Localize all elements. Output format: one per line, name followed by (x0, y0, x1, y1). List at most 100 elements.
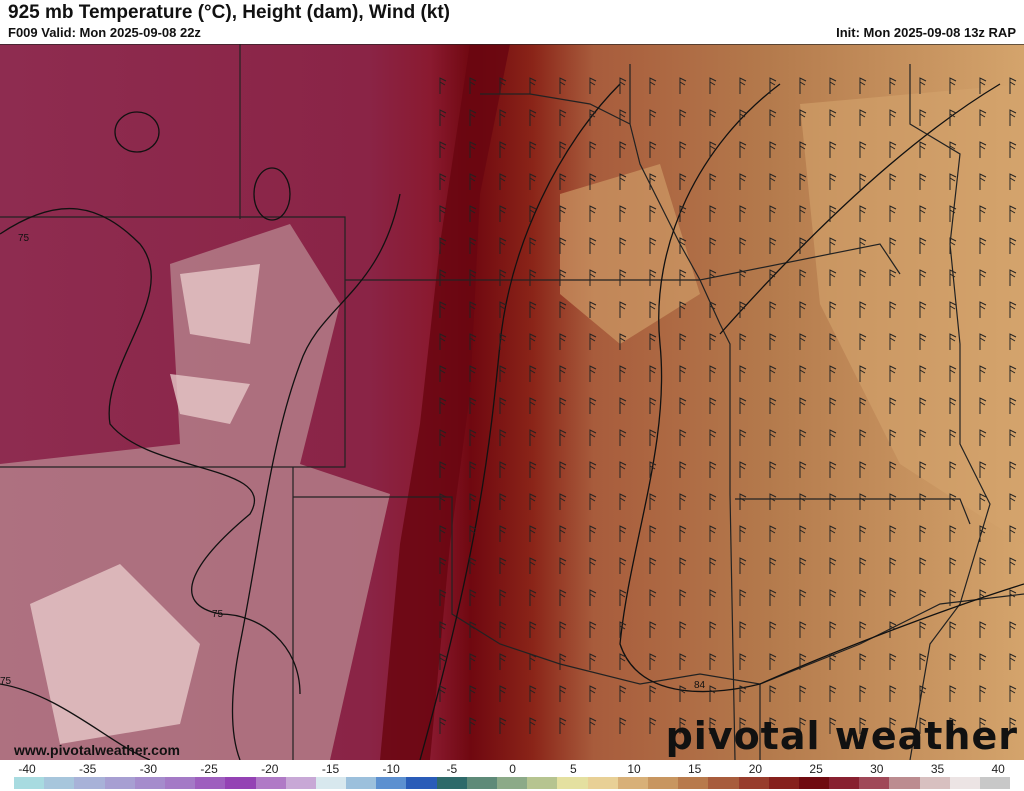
wind-barb (829, 141, 837, 158)
wind-barb (1009, 301, 1017, 318)
wind-barb (889, 653, 897, 670)
wind-barb (859, 173, 867, 190)
wind-barb (769, 653, 777, 670)
wind-barb (919, 141, 927, 158)
wind-barb (469, 685, 477, 702)
colorbar-swatch (919, 777, 950, 789)
wind-barb (709, 493, 717, 510)
wind-barb (919, 77, 927, 94)
wind-barb (589, 109, 597, 126)
wind-barb (949, 429, 957, 446)
wind-barb (949, 493, 957, 510)
wind-barb (889, 77, 897, 94)
wind-barb (649, 269, 657, 286)
wind-barb (919, 621, 927, 638)
colorbar-swatch (949, 777, 980, 789)
wind-barbs (439, 77, 1017, 734)
wind-barb (949, 717, 957, 734)
wind-barb (559, 205, 567, 222)
wind-barb (979, 109, 987, 126)
wind-barb (649, 493, 657, 510)
wind-barb (739, 237, 747, 254)
wind-barb (559, 621, 567, 638)
wind-barb (469, 333, 477, 350)
colorbar-tick: 15 (688, 762, 702, 776)
wind-barb (679, 397, 687, 414)
wind-barb (499, 205, 507, 222)
wind-barb (469, 653, 477, 670)
colorbar-tick: -20 (261, 762, 279, 776)
wind-barb (649, 621, 657, 638)
wind-barb (619, 269, 627, 286)
wind-barb (949, 237, 957, 254)
wind-barb (499, 589, 507, 606)
wind-barb (439, 333, 447, 350)
wind-barb (649, 685, 657, 702)
wind-barb (469, 269, 477, 286)
wind-barb (889, 557, 897, 574)
wind-barb (829, 205, 837, 222)
wind-barb (469, 365, 477, 382)
wind-barb (529, 269, 537, 286)
wind-barb (919, 397, 927, 414)
wind-barb (799, 141, 807, 158)
wind-barb (919, 109, 927, 126)
wind-barb (889, 461, 897, 478)
wind-barb (829, 685, 837, 702)
wind-barb (769, 589, 777, 606)
wind-barb (679, 301, 687, 318)
wind-barb (919, 173, 927, 190)
wind-barb (649, 365, 657, 382)
wind-barb (889, 493, 897, 510)
wind-barb (799, 493, 807, 510)
wind-barb (859, 717, 867, 734)
wind-barb (799, 525, 807, 542)
wind-barb (1009, 461, 1017, 478)
wind-barb (799, 365, 807, 382)
wind-barb (679, 525, 687, 542)
wind-barb (499, 365, 507, 382)
wind-barb (649, 237, 657, 254)
wind-barb (649, 653, 657, 670)
wind-barb (589, 333, 597, 350)
wind-barb (889, 269, 897, 286)
wind-barb (919, 237, 927, 254)
wind-barb (469, 205, 477, 222)
wind-barb (739, 461, 747, 478)
wind-barb (769, 461, 777, 478)
wind-barb (679, 685, 687, 702)
wind-barb (559, 685, 567, 702)
wind-barb (619, 493, 627, 510)
wind-barb (979, 141, 987, 158)
wind-barb (589, 205, 597, 222)
wind-barb (499, 237, 507, 254)
wind-barb (499, 621, 507, 638)
wind-barb (919, 269, 927, 286)
wind-barb (889, 109, 897, 126)
wind-barb (619, 621, 627, 638)
wind-barb (649, 333, 657, 350)
colorbar-tick: -10 (382, 762, 400, 776)
colorbar-tick: -35 (79, 762, 97, 776)
wind-barb (829, 237, 837, 254)
wind-barb (469, 589, 477, 606)
colorbar-swatch (195, 777, 226, 789)
wind-barb (799, 333, 807, 350)
wind-barb (619, 589, 627, 606)
wind-barb (619, 685, 627, 702)
wind-barb (979, 493, 987, 510)
wind-barb (529, 205, 537, 222)
wind-barb (859, 333, 867, 350)
wind-barb (949, 397, 957, 414)
wind-barb (679, 557, 687, 574)
wind-barb (919, 429, 927, 446)
wind-barb (469, 397, 477, 414)
wind-barb (949, 653, 957, 670)
wind-barb (1009, 269, 1017, 286)
wind-barb (439, 77, 447, 94)
wind-barb (769, 365, 777, 382)
wind-barb (709, 109, 717, 126)
contour-label: 75 (18, 233, 30, 244)
colorbar-tick: 30 (870, 762, 884, 776)
wind-barb (769, 333, 777, 350)
